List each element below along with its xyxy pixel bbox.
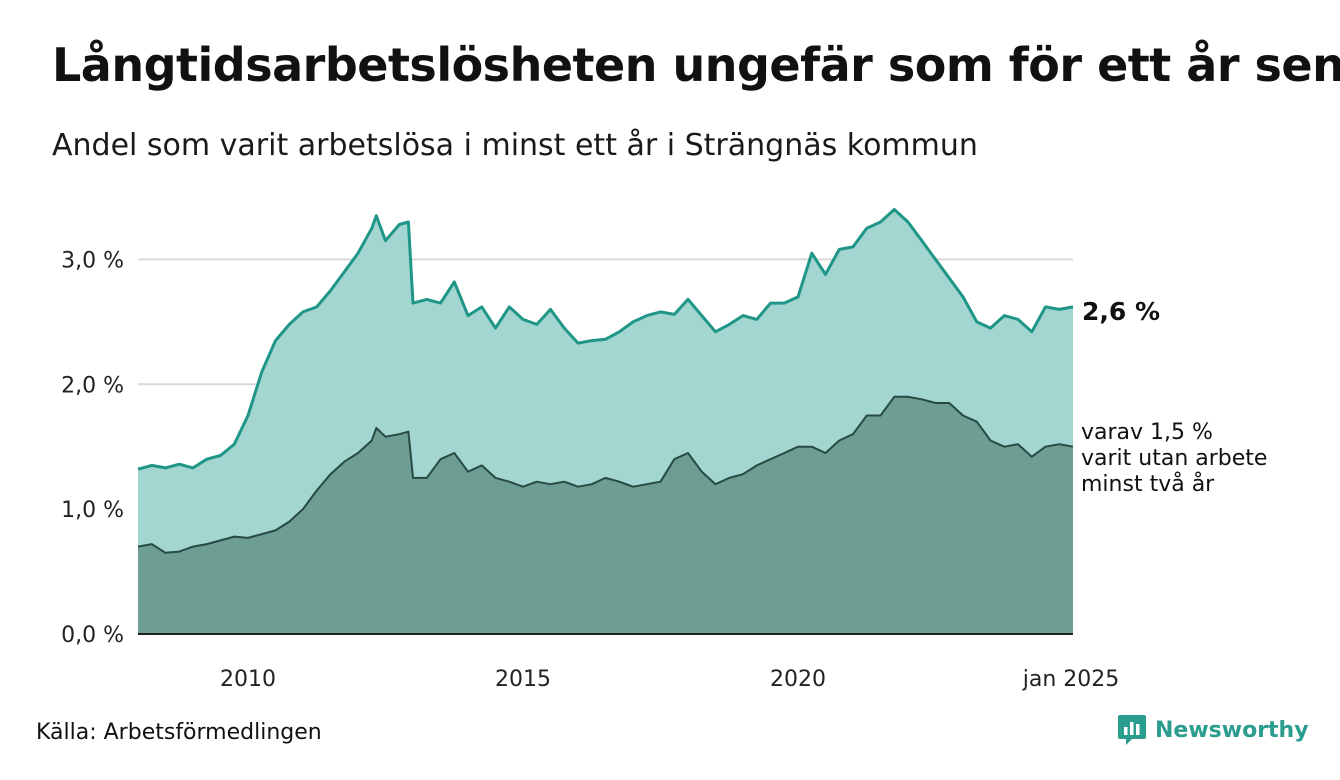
axis-layer: 0,0 % 1,0 % 2,0 % 3,0 % 2010 2015 2020 jan 2025 [61, 248, 1119, 692]
x-tick-label: 2020 [770, 667, 826, 692]
brand-name: Newsworthy [1155, 717, 1309, 743]
line-layer [137, 208, 1074, 554]
long-line [137, 395, 1074, 554]
bar-chart-logo-icon [1118, 715, 1146, 745]
total-line [137, 208, 1074, 471]
chart-subtitle: Andel som varit arbetslösa i minst ett å… [52, 128, 978, 163]
y-tick-label: 0,0 % [61, 623, 124, 648]
y-tick-label: 3,0 % [61, 248, 124, 273]
x-tick-label: jan 2025 [1022, 667, 1120, 692]
long-end-label-line: varit utan arbete [1081, 446, 1267, 471]
brand-logo: Newsworthy [1117, 713, 1309, 747]
source-note: Källa: Arbetsförmedlingen [36, 720, 322, 745]
area-chart: 0,0 % 1,0 % 2,0 % 3,0 % 2010 2015 2020 jan 2025… [61, 208, 1267, 692]
long-end-label-line: minst två år [1081, 471, 1215, 497]
long-end-label-line: varav 1,5 % [1081, 420, 1213, 445]
x-tick-label: 2015 [495, 667, 551, 692]
y-tick-label: 2,0 % [61, 373, 124, 398]
total-end-label: 2,6 % [1082, 297, 1160, 326]
y-tick-label: 1,0 % [61, 498, 124, 523]
area-layer [138, 209, 1073, 634]
chart-title: Långtidsarbetslösheten ungefär som för e… [52, 38, 1340, 92]
x-tick-label: 2010 [220, 667, 276, 692]
long-area [138, 396, 1073, 634]
